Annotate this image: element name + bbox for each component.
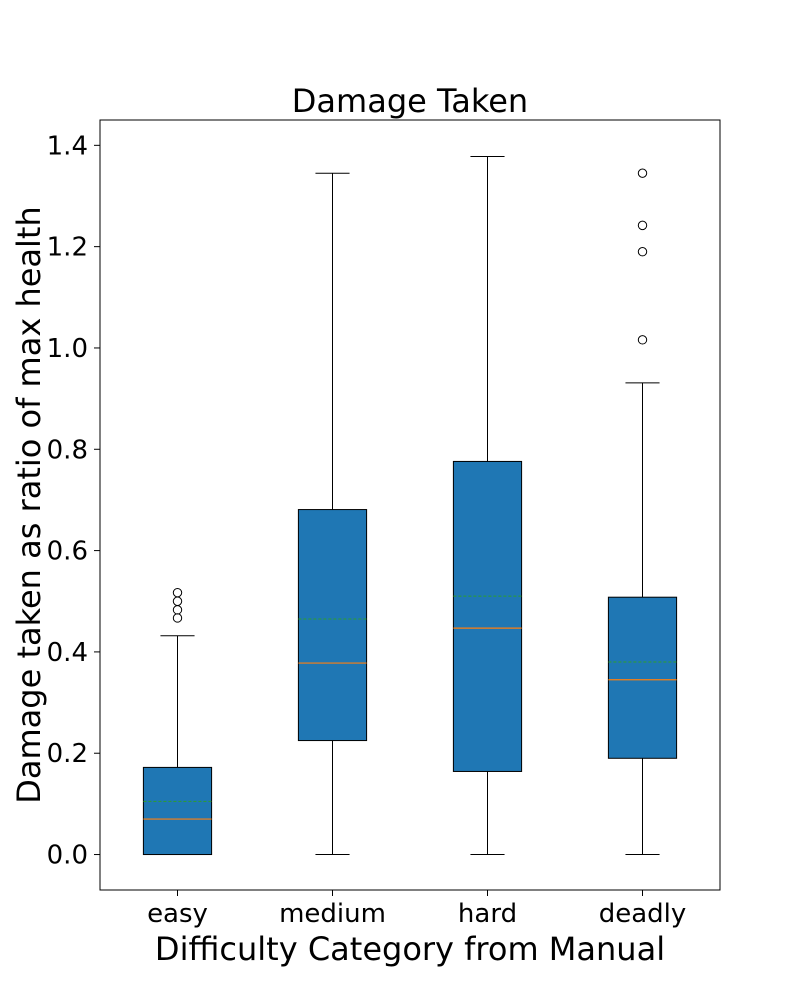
outlier-point [637, 168, 648, 178]
y-tick-label: 0.6 [47, 537, 88, 567]
y-tick-label: 1.2 [47, 233, 88, 263]
outlier-point [172, 587, 183, 598]
y-tick-label: 0.8 [47, 435, 88, 465]
x-axis-label: Difficulty Category from Manual [155, 930, 665, 968]
y-tick-label: 1.4 [47, 131, 88, 161]
x-tick-label: hard [458, 899, 517, 929]
x-tick-label: medium [279, 899, 386, 929]
outlier-point [637, 220, 648, 231]
outlier-point [172, 596, 183, 606]
box-deadly [607, 596, 678, 759]
chart-title: Damage Taken [292, 82, 528, 120]
y-axis-label: Damage taken as ratio of max health [10, 206, 48, 804]
outlier-point [637, 335, 648, 345]
box-hard [452, 460, 523, 772]
x-tick-label: deadly [599, 899, 687, 929]
outlier-point [172, 613, 183, 623]
y-tick-label: 1.0 [47, 334, 88, 364]
y-tick-label: 0.4 [47, 638, 88, 668]
y-tick-label: 0.0 [47, 841, 88, 871]
outlier-point [172, 605, 183, 615]
y-tick-label: 0.2 [47, 739, 88, 769]
x-tick-label: easy [147, 899, 208, 929]
box-medium [297, 509, 368, 742]
outlier-point [637, 247, 648, 257]
box-easy [142, 766, 213, 856]
plot-frame [99, 119, 721, 891]
plot-area: 0.0 0.2 0.4 0.6 0.8 1.0 1.2 1.4 easy medium hard de… [47, 131, 687, 929]
